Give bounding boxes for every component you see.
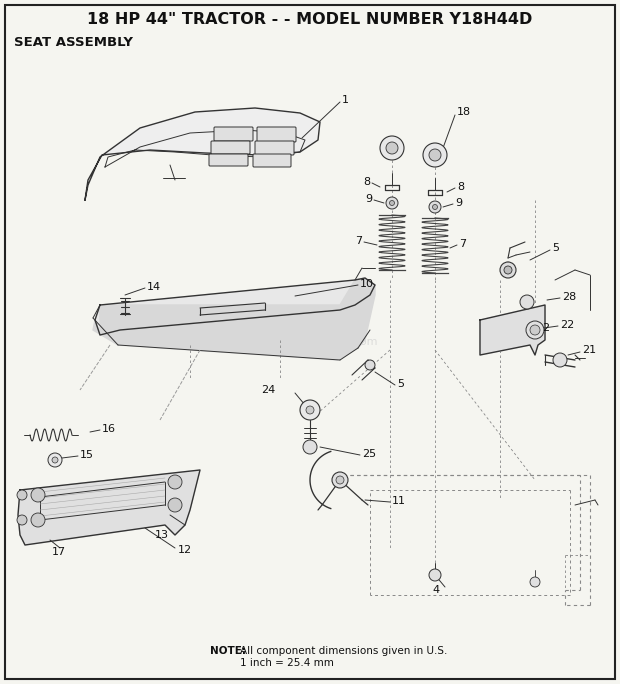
Text: 8: 8 (363, 177, 370, 187)
Text: SEAT ASSEMBLY: SEAT ASSEMBLY (14, 36, 133, 49)
Circle shape (336, 476, 344, 484)
Text: 24: 24 (261, 385, 275, 395)
Text: 5: 5 (397, 379, 404, 389)
Text: 18 HP 44" TRACTOR - - MODEL NUMBER Y18H44D: 18 HP 44" TRACTOR - - MODEL NUMBER Y18H4… (87, 12, 533, 27)
Circle shape (429, 149, 441, 161)
Polygon shape (480, 305, 545, 355)
Circle shape (31, 513, 45, 527)
Text: 11: 11 (392, 496, 406, 506)
FancyBboxPatch shape (214, 127, 253, 141)
Text: 7: 7 (355, 236, 362, 246)
Circle shape (168, 498, 182, 512)
Circle shape (380, 136, 404, 160)
Circle shape (500, 262, 516, 278)
Text: 21: 21 (582, 345, 596, 355)
FancyBboxPatch shape (209, 154, 248, 166)
Text: 8: 8 (457, 182, 464, 192)
Circle shape (553, 353, 567, 367)
Circle shape (31, 488, 45, 502)
FancyBboxPatch shape (211, 141, 250, 154)
Text: 5: 5 (552, 243, 559, 253)
FancyBboxPatch shape (255, 141, 294, 155)
Text: 18: 18 (457, 107, 471, 117)
Circle shape (504, 266, 512, 274)
Circle shape (530, 325, 540, 335)
Circle shape (17, 515, 27, 525)
Text: All component dimensions given in U.S.: All component dimensions given in U.S. (240, 646, 448, 656)
Circle shape (332, 472, 348, 488)
Text: 1 inch = 25.4 mm: 1 inch = 25.4 mm (240, 658, 334, 668)
FancyBboxPatch shape (257, 127, 296, 142)
Polygon shape (18, 470, 200, 545)
Text: 10: 10 (360, 279, 374, 289)
Text: 9: 9 (365, 194, 372, 204)
Text: 13: 13 (155, 530, 169, 540)
FancyBboxPatch shape (253, 154, 291, 167)
Text: 22: 22 (560, 320, 574, 330)
Text: 4: 4 (432, 585, 439, 595)
Circle shape (429, 569, 441, 581)
Circle shape (52, 457, 58, 463)
Text: 15: 15 (80, 450, 94, 460)
Text: 28: 28 (562, 292, 576, 302)
Polygon shape (93, 278, 375, 360)
Text: 14: 14 (147, 282, 161, 292)
Circle shape (303, 440, 317, 454)
Circle shape (17, 490, 27, 500)
Circle shape (300, 400, 320, 420)
Circle shape (389, 200, 394, 205)
Text: 2: 2 (542, 323, 549, 333)
Text: eReplacementParts.com: eReplacementParts.com (242, 337, 378, 347)
Circle shape (423, 143, 447, 167)
Polygon shape (95, 278, 375, 335)
Text: 1: 1 (342, 95, 349, 105)
Text: 25: 25 (362, 449, 376, 459)
Circle shape (530, 577, 540, 587)
Circle shape (168, 475, 182, 489)
Circle shape (433, 205, 438, 209)
Circle shape (306, 406, 314, 414)
Circle shape (386, 197, 398, 209)
Text: 17: 17 (52, 547, 66, 557)
Text: 7: 7 (459, 239, 466, 249)
Circle shape (365, 360, 375, 370)
Circle shape (429, 201, 441, 213)
Circle shape (48, 453, 62, 467)
Circle shape (520, 295, 534, 309)
Text: NOTE:: NOTE: (210, 646, 246, 656)
Circle shape (526, 321, 544, 339)
Polygon shape (85, 108, 320, 200)
Text: 9: 9 (455, 198, 462, 208)
Text: 16: 16 (102, 424, 116, 434)
Circle shape (386, 142, 398, 154)
Text: 12: 12 (178, 545, 192, 555)
